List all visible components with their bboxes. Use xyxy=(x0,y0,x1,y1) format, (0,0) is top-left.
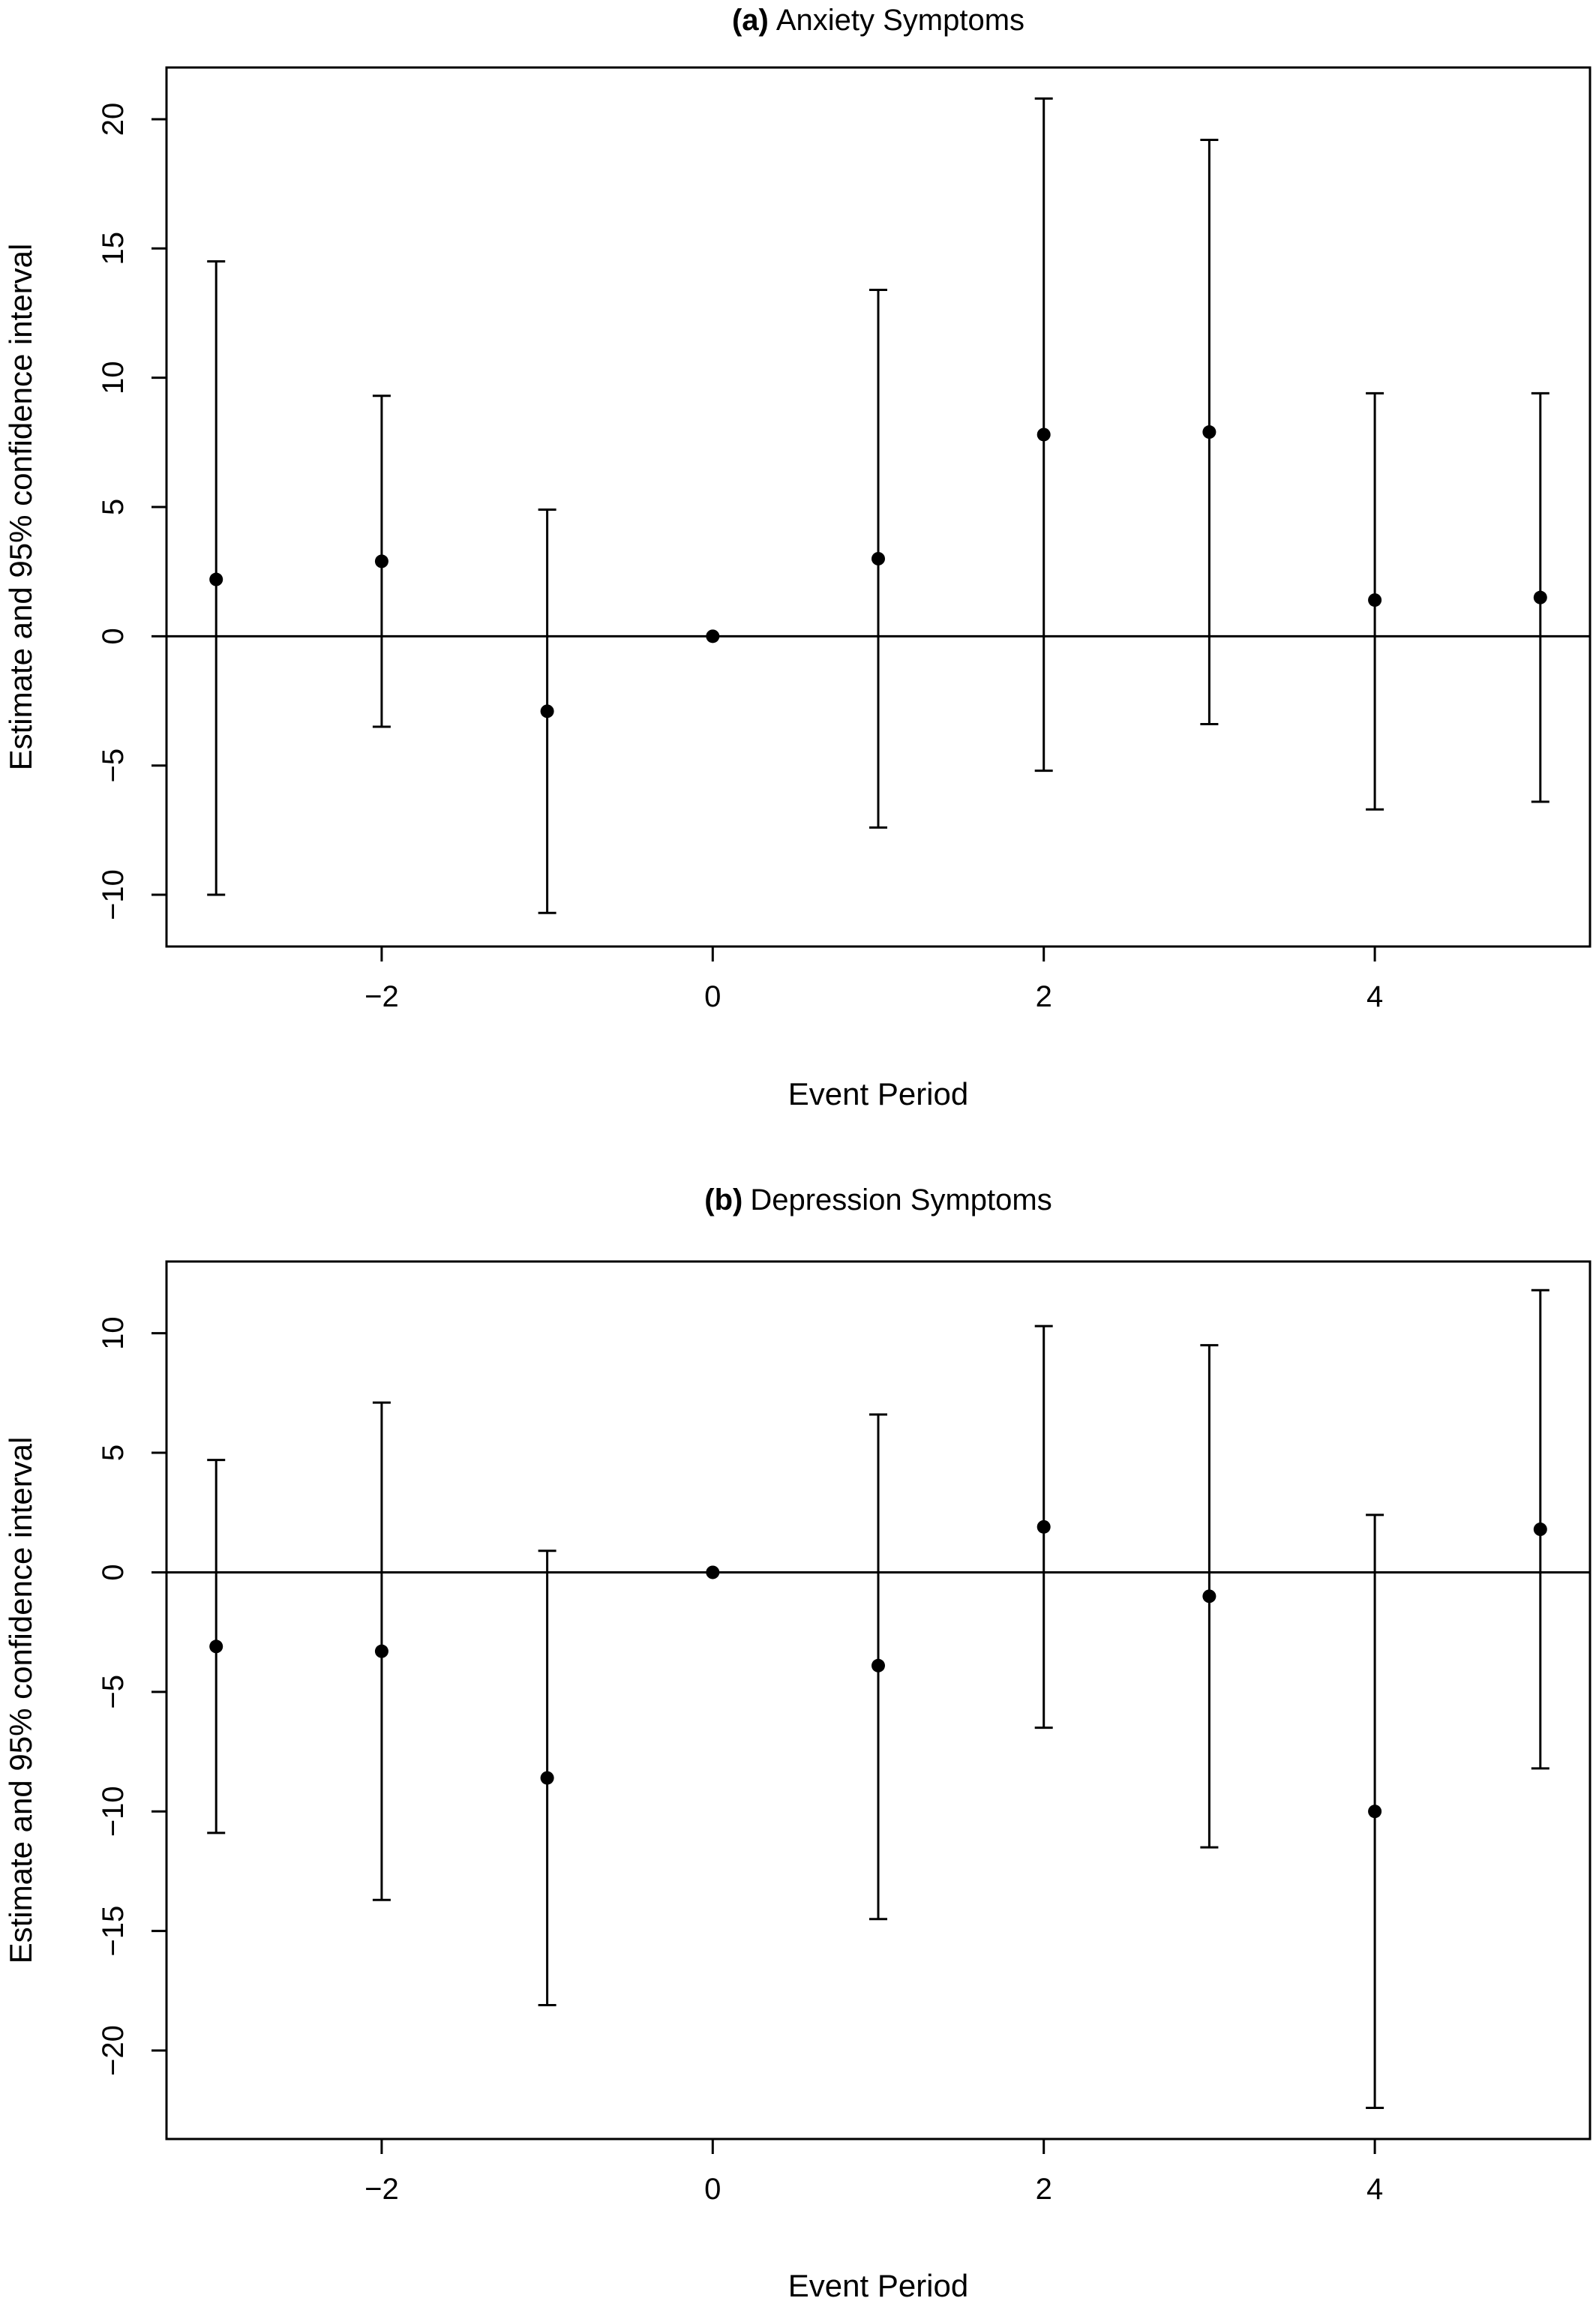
x-axis-title: Event Period xyxy=(788,1076,968,1112)
panel-b: (b) Depression Symptoms−2 0 2 4−20−15−10−505… xyxy=(3,1184,1592,2303)
estimate-point xyxy=(209,1640,224,1654)
x-tick-label: 0 xyxy=(704,2173,721,2206)
data-point-group xyxy=(207,1459,226,1834)
x-tick-label: 0 xyxy=(704,980,721,1013)
panel-title-text: Depression Symptoms xyxy=(750,1184,1052,1216)
estimate-point xyxy=(1036,428,1051,442)
panel-tag: (b) xyxy=(704,1184,742,1216)
estimate-point xyxy=(1368,593,1382,608)
estimate-point xyxy=(1368,1804,1382,1819)
x-tick-label: −2 xyxy=(364,980,399,1013)
y-tick-label: 5 xyxy=(97,1444,130,1461)
data-point-group xyxy=(1034,97,1053,772)
data-point-group xyxy=(1200,139,1219,726)
data-point-group xyxy=(1531,1288,1550,1770)
estimate-point xyxy=(1533,1522,1547,1537)
estimate-point xyxy=(706,1565,720,1580)
estimate-point xyxy=(209,572,224,586)
y-tick-label: −20 xyxy=(97,2025,130,2076)
y-tick-label: 0 xyxy=(97,628,130,644)
y-tick-label: 20 xyxy=(97,103,130,136)
y-tick-label: 15 xyxy=(97,232,130,266)
y-tick-label: −10 xyxy=(97,869,130,920)
estimate-point xyxy=(374,1644,388,1658)
data-point-group xyxy=(1366,392,1384,811)
data-point-group xyxy=(207,260,226,896)
panel-a: (a) Anxiety Symptoms −2 0 2 4 −10 −5 0 5 10 15 20 Eve… xyxy=(3,4,1592,1112)
y-tick-label: −15 xyxy=(97,1906,130,1957)
data-point-group xyxy=(706,629,720,644)
x-axis-title: Event Period xyxy=(788,2268,968,2303)
data-point-group xyxy=(869,288,887,829)
y-tick-label: −5 xyxy=(97,748,130,783)
estimate-point xyxy=(540,704,554,718)
data-point-group xyxy=(706,1565,720,1580)
panel-title: (b) Depression Symptoms xyxy=(704,1184,1052,1216)
data-point-group xyxy=(1531,392,1550,803)
y-tick-label: 10 xyxy=(97,1316,130,1350)
panel-title: (a) Anxiety Symptoms xyxy=(732,4,1024,37)
x-tick-label: 2 xyxy=(1036,980,1052,1013)
panel-tag: (a) xyxy=(732,4,769,37)
estimate-point xyxy=(1202,1589,1216,1604)
estimate-point xyxy=(374,554,388,568)
data-point-group xyxy=(538,1550,556,2006)
y-axis-title: Estimate and 95% confidence interval xyxy=(3,244,38,771)
data-point-group xyxy=(1034,1324,1053,1730)
panel-title-text: Anxiety Symptoms xyxy=(776,4,1024,37)
data-point-group xyxy=(869,1413,887,1921)
y-tick-label: −5 xyxy=(97,1675,130,1709)
data-point-group xyxy=(1200,1344,1219,1849)
y-tick-label: 5 xyxy=(97,499,130,515)
estimate-point xyxy=(1533,590,1547,604)
data-point-group xyxy=(372,1401,391,1901)
estimate-point xyxy=(706,629,720,644)
x-tick-label: −2 xyxy=(364,2173,399,2206)
x-tick-label: 2 xyxy=(1036,2173,1052,2206)
y-axis-title: Estimate and 95% confidence interval xyxy=(3,1437,38,1964)
data-point-group xyxy=(372,394,391,728)
y-tick-label: 10 xyxy=(97,361,130,394)
data-point-group xyxy=(1366,1514,1384,2110)
data-point-group xyxy=(538,508,556,914)
estimate-point xyxy=(1202,425,1216,440)
x-tick-label: 4 xyxy=(1366,980,1383,1013)
estimate-point xyxy=(872,1658,885,1672)
y-tick-label: −10 xyxy=(97,1786,130,1837)
estimate-point xyxy=(1036,1520,1051,1534)
estimate-point xyxy=(540,1771,554,1785)
estimate-point xyxy=(872,551,885,566)
x-tick-label: 4 xyxy=(1366,2173,1383,2206)
y-tick-label: 0 xyxy=(97,1564,130,1580)
